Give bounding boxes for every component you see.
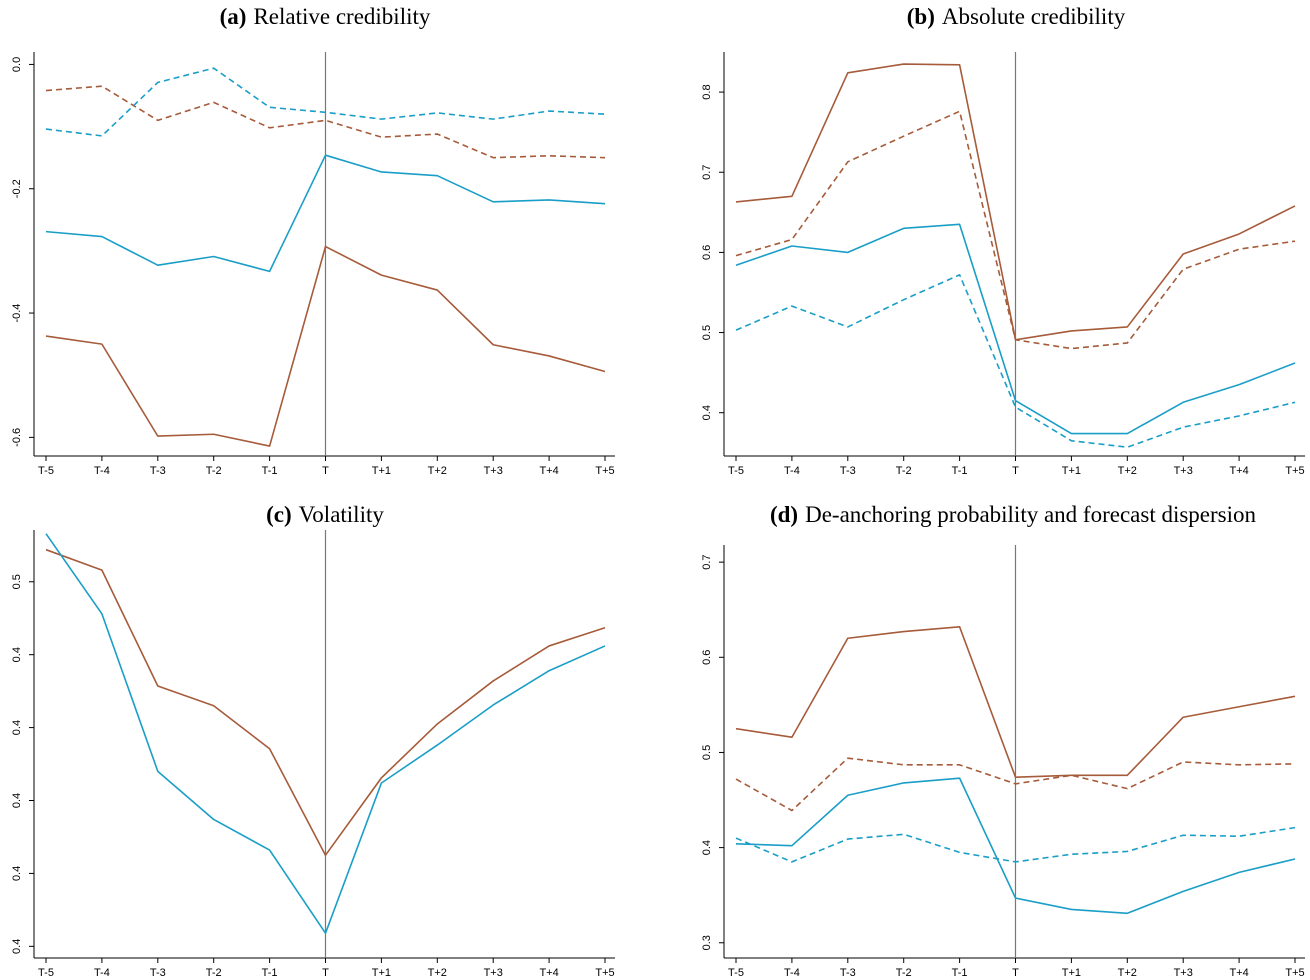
x-tick-label: T xyxy=(1012,465,1019,477)
x-tick-label: T-2 xyxy=(206,967,222,979)
x-tick-label: T-3 xyxy=(150,465,166,477)
panel-title: (a) Relative credibility xyxy=(220,4,431,29)
x-tick-label: T+3 xyxy=(1174,967,1193,979)
panel-label: (a) xyxy=(220,4,247,29)
x-tick-label: T+5 xyxy=(595,465,614,477)
x-tick-label: T+3 xyxy=(1174,465,1193,477)
x-tick-label: T+1 xyxy=(372,465,391,477)
y-tick-label: 0.4 xyxy=(701,405,713,420)
panel: (a) Relative credibility -0.6 -0.4 -0.2 0.0 T-… xyxy=(11,4,615,477)
y-tick-label: 0.4 xyxy=(11,647,23,662)
x-tick-label: T xyxy=(322,967,329,979)
x-tick-label: T-2 xyxy=(896,465,912,477)
x-tick-label: T-2 xyxy=(896,967,912,979)
series-line xyxy=(45,533,606,935)
x-tick-label: T-3 xyxy=(840,967,856,979)
series-line xyxy=(45,85,606,159)
panel-title-text: De-anchoring probability and forecast di… xyxy=(805,502,1256,527)
y-tick-label: 0.5 xyxy=(701,745,713,760)
x-tick-label: T+4 xyxy=(539,465,558,477)
x-tick-label: T+2 xyxy=(428,465,447,477)
panel-title: (b) Absolute credibility xyxy=(907,4,1126,29)
y-tick-label: 0.8 xyxy=(701,84,713,99)
x-tick-label: T+4 xyxy=(539,967,558,979)
x-tick-label: T-3 xyxy=(150,967,166,979)
y-tick-label: 0.4 xyxy=(11,866,23,881)
series-line xyxy=(45,245,606,447)
y-tick-label: 0.4 xyxy=(11,793,23,808)
panel-title: (d) De-anchoring probability and forecast… xyxy=(770,502,1257,527)
y-tick-label: 0.6 xyxy=(701,245,713,260)
x-tick-label: T-2 xyxy=(206,465,222,477)
panel-title-text: Relative credibility xyxy=(253,4,430,29)
y-tick-label: 0.4 xyxy=(701,840,713,855)
y-tick-label: 0.5 xyxy=(11,574,23,589)
series-line xyxy=(45,154,606,273)
panel-title-text: Absolute credibility xyxy=(942,4,1126,29)
x-tick-label: T+4 xyxy=(1229,465,1248,477)
x-tick-label: T+4 xyxy=(1229,967,1248,979)
panel-title: (c) Volatility xyxy=(266,502,384,527)
x-tick-label: T-1 xyxy=(262,465,278,477)
x-tick-label: T+3 xyxy=(484,967,503,979)
y-tick-label: 0.5 xyxy=(701,325,713,340)
x-tick-label: T+1 xyxy=(1062,967,1081,979)
y-tick-label: 0.6 xyxy=(701,650,713,665)
series-line xyxy=(735,757,1296,812)
y-tick-label: 0.4 xyxy=(11,939,23,954)
x-tick-label: T+1 xyxy=(1062,465,1081,477)
panel-label: (d) xyxy=(770,502,798,527)
series-line xyxy=(735,777,1296,915)
x-tick-label: T-4 xyxy=(784,967,800,979)
y-tick-label: 0.4 xyxy=(11,720,23,735)
x-tick-label: T+2 xyxy=(1118,967,1137,979)
panel-label: (c) xyxy=(266,502,292,527)
y-tick-label: 0.7 xyxy=(701,165,713,180)
x-tick-label: T-1 xyxy=(952,967,968,979)
panel: (c) Volatility 0.4 0.4 0.4 0.4 0.4 0.5 T-5 T-4 T-3… xyxy=(11,502,615,979)
x-tick-label: T+2 xyxy=(1118,465,1137,477)
series-line xyxy=(735,626,1296,778)
series-line xyxy=(45,548,606,856)
x-tick-label: T-5 xyxy=(38,967,54,979)
x-tick-label: T-5 xyxy=(38,465,54,477)
x-tick-label: T-4 xyxy=(94,967,110,979)
series-line xyxy=(735,274,1296,448)
x-tick-label: T-5 xyxy=(728,967,744,979)
x-tick-label: T-1 xyxy=(262,967,278,979)
y-tick-label: 0.7 xyxy=(701,554,713,569)
x-tick-label: T+5 xyxy=(1285,967,1304,979)
x-tick-label: T-4 xyxy=(784,465,800,477)
series-line xyxy=(735,110,1296,350)
panel: (b) Absolute credibility 0.4 0.5 0.6 0.7 0.8 T-… xyxy=(701,4,1305,477)
y-tick-label: -0.2 xyxy=(11,179,23,198)
x-tick-label: T xyxy=(1012,967,1019,979)
x-tick-label: T+1 xyxy=(372,967,391,979)
panel: (d) De-anchoring probability and forecast… xyxy=(701,502,1305,979)
x-tick-label: T+3 xyxy=(484,465,503,477)
series-line xyxy=(45,67,606,137)
series-line xyxy=(735,223,1296,435)
y-tick-label: 0.0 xyxy=(11,57,23,72)
panel-title-text: Volatility xyxy=(299,502,385,527)
x-tick-label: T+5 xyxy=(1285,465,1304,477)
y-tick-label: -0.6 xyxy=(11,428,23,447)
x-tick-label: T+2 xyxy=(428,967,447,979)
x-tick-label: T-3 xyxy=(840,465,856,477)
x-tick-label: T-1 xyxy=(952,465,968,477)
series-line xyxy=(735,826,1296,863)
x-tick-label: T-5 xyxy=(728,465,744,477)
y-tick-label: 0.3 xyxy=(701,935,713,950)
y-tick-label: -0.4 xyxy=(11,304,23,323)
x-tick-label: T xyxy=(322,465,329,477)
x-tick-label: T-4 xyxy=(94,465,110,477)
x-tick-label: T+5 xyxy=(595,967,614,979)
panel-label: (b) xyxy=(907,4,935,29)
